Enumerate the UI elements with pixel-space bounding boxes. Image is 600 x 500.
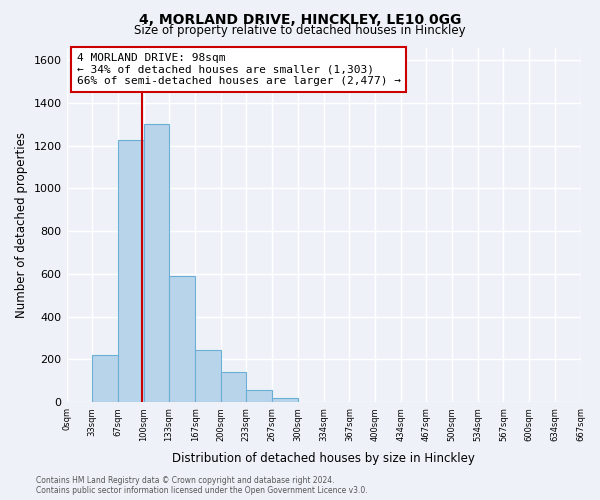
Bar [246, 390, 272, 402]
Text: 4, MORLAND DRIVE, HINCKLEY, LE10 0GG: 4, MORLAND DRIVE, HINCKLEY, LE10 0GG [139, 12, 461, 26]
Text: 4 MORLAND DRIVE: 98sqm
← 34% of detached houses are smaller (1,303)
66% of semi-: 4 MORLAND DRIVE: 98sqm ← 34% of detached… [77, 53, 401, 86]
Text: Contains HM Land Registry data © Crown copyright and database right 2024.
Contai: Contains HM Land Registry data © Crown c… [36, 476, 368, 495]
Bar [92, 355, 118, 402]
Text: Size of property relative to detached houses in Hinckley: Size of property relative to detached ho… [134, 24, 466, 37]
Y-axis label: Number of detached properties: Number of detached properties [15, 132, 28, 318]
Bar [272, 398, 298, 402]
Bar [143, 124, 169, 402]
Bar [221, 372, 246, 402]
X-axis label: Distribution of detached houses by size in Hinckley: Distribution of detached houses by size … [172, 452, 475, 465]
Bar [195, 350, 221, 402]
Bar [169, 276, 195, 402]
Bar [118, 140, 143, 402]
